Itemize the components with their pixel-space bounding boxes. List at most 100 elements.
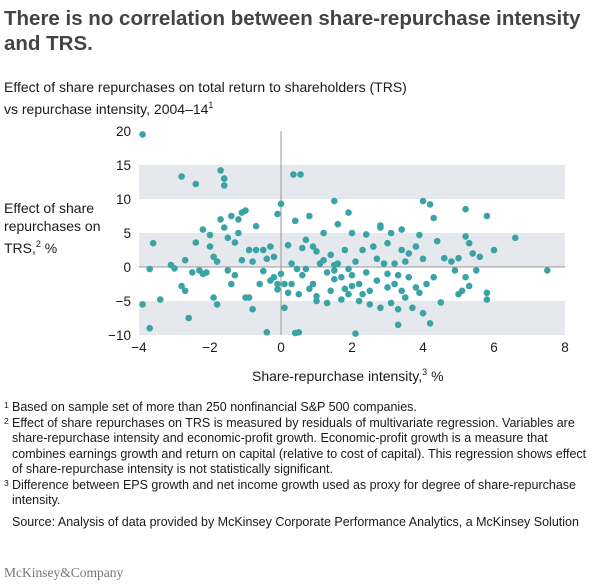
data-point: [352, 330, 359, 337]
x-tick-labels: −4 −2 0 2 4 6 8: [131, 340, 568, 355]
grid-band: [139, 165, 565, 199]
data-point: [377, 222, 384, 229]
data-point: [192, 239, 200, 246]
data-point: [426, 201, 434, 208]
data-point: [263, 255, 271, 263]
data-point: [359, 246, 366, 254]
data-point: [412, 284, 420, 291]
x-tick-label: 4: [419, 340, 427, 355]
footnote-text: Effect of share repurchases on TRS is me…: [12, 415, 587, 477]
data-point: [309, 243, 317, 250]
data-point: [210, 294, 217, 301]
grid-band: [139, 301, 565, 335]
data-point: [302, 236, 310, 244]
data-point: [398, 226, 406, 233]
data-point: [398, 287, 406, 295]
data-point: [362, 269, 370, 276]
data-point: [288, 280, 295, 288]
data-point: [412, 243, 420, 250]
y-axis-label-text: Effect of share repurchases on TRS,: [4, 200, 101, 256]
data-point: [299, 244, 306, 252]
data-point: [302, 265, 310, 273]
x-tick-label: −4: [131, 340, 147, 355]
y-tick-label: 5: [123, 226, 131, 241]
data-point: [235, 229, 242, 237]
company-logo: McKinsey&Company: [4, 565, 124, 580]
data-point: [293, 265, 301, 273]
data-point: [224, 234, 232, 242]
data-point: [419, 255, 427, 263]
data-point: [171, 265, 178, 272]
data-point: [181, 256, 189, 264]
y-tick-label: 10: [116, 192, 131, 207]
data-point: [462, 233, 469, 240]
data-point: [139, 301, 146, 308]
data-point: [146, 265, 153, 273]
data-point: [217, 167, 224, 174]
data-point: [338, 273, 345, 281]
data-point: [220, 182, 228, 189]
data-point: [416, 231, 423, 239]
x-tick-label: 0: [277, 340, 285, 355]
data-point: [462, 273, 469, 281]
data-point: [252, 222, 260, 230]
data-point: [277, 200, 285, 208]
footnote-3: 3 Difference between EPS growth and net …: [4, 478, 598, 509]
x-tick-label: 2: [348, 340, 356, 355]
data-point: [281, 280, 288, 288]
data-point: [469, 250, 477, 257]
source-note: Source: Analysis of data provided by McK…: [12, 514, 579, 529]
data-point: [544, 267, 551, 274]
data-point: [210, 253, 217, 261]
scatter-plot: 20 15 10 5 0 −5 −10 −4 −2 0 2 4 6 8: [108, 124, 569, 355]
data-point: [483, 212, 491, 220]
data-point: [185, 314, 192, 322]
data-point: [373, 255, 381, 263]
data-point: [297, 171, 304, 178]
data-point: [238, 256, 246, 264]
data-point: [362, 231, 370, 238]
data-point: [245, 246, 253, 254]
data-point: [274, 286, 281, 293]
footnote-text: Based on sample set of more than 250 non…: [12, 400, 417, 414]
data-point: [249, 305, 256, 313]
data-point: [416, 289, 423, 297]
data-point: [267, 243, 274, 250]
data-point: [490, 246, 498, 254]
footnote-mark: 3: [4, 477, 9, 488]
data-point: [366, 287, 374, 295]
x-tick-label: −2: [202, 340, 217, 355]
data-point: [334, 220, 342, 228]
data-point: [299, 271, 306, 279]
data-point: [309, 280, 317, 288]
data-point: [384, 284, 391, 291]
chart-title: There is no correlation between share-re…: [4, 7, 581, 55]
data-point: [348, 282, 356, 290]
data-point: [355, 280, 363, 288]
data-point: [366, 301, 374, 308]
data-point: [377, 304, 384, 312]
data-point: [206, 243, 214, 250]
data-point: [348, 229, 356, 237]
y-axis-unit: %: [44, 240, 58, 256]
data-point: [384, 270, 391, 278]
y-tick-labels: 20 15 10 5 0 −5 −10: [108, 124, 131, 343]
data-point: [398, 246, 406, 254]
data-point: [394, 305, 402, 313]
data-point: [220, 224, 228, 231]
data-point: [409, 304, 416, 312]
data-point: [512, 234, 519, 242]
data-point: [448, 258, 455, 265]
data-point: [391, 280, 398, 288]
data-point: [384, 239, 391, 247]
data-point: [458, 287, 466, 295]
data-point: [157, 296, 164, 303]
data-point: [323, 299, 331, 307]
data-point: [146, 324, 153, 332]
data-point: [203, 269, 210, 276]
data-point: [402, 258, 409, 265]
subtitle-footnote-mark: 1: [208, 100, 214, 110]
data-point: [327, 251, 335, 259]
data-point: [149, 239, 157, 247]
data-point: [394, 321, 402, 329]
